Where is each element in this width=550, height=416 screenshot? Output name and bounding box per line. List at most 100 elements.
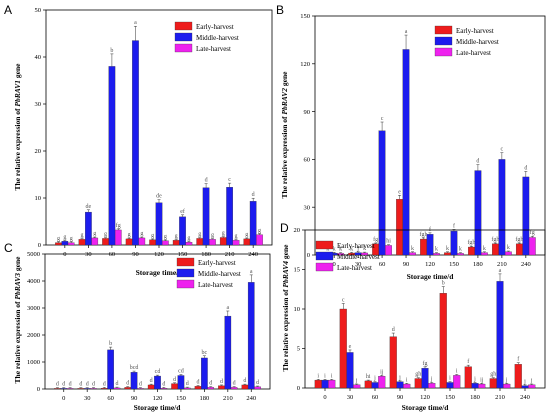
significance-letter: k bbox=[339, 247, 342, 253]
bar-late bbox=[67, 242, 75, 246]
significance-letter: g bbox=[234, 234, 237, 240]
y-tick-label: 0 bbox=[37, 386, 40, 393]
bar-early bbox=[100, 388, 108, 390]
significance-letter: fg bbox=[373, 236, 378, 243]
bar-early bbox=[468, 246, 475, 256]
bar-middle bbox=[496, 281, 504, 389]
y-axis-title-gene: PbRAV2 bbox=[280, 88, 289, 115]
legend-swatch-early bbox=[174, 21, 193, 31]
significance-letter: d bbox=[252, 192, 255, 198]
significance-letter: b bbox=[110, 48, 113, 54]
bar-late bbox=[433, 253, 440, 256]
bar-early bbox=[241, 384, 249, 390]
significance-letter: g bbox=[104, 232, 107, 238]
bar-early bbox=[389, 336, 397, 389]
bar-early bbox=[172, 240, 180, 246]
y-tick-label: 5 bbox=[297, 346, 300, 353]
x-tick-label: 0 bbox=[63, 251, 66, 258]
significance-letter: a bbox=[499, 268, 502, 274]
y-axis-title: The relative expression of PbRAV4 gene bbox=[281, 244, 290, 372]
y-tick-label: 60 bbox=[304, 157, 311, 164]
x-tick-label: 180 bbox=[200, 395, 210, 402]
significance-letter: f bbox=[429, 226, 431, 233]
y-axis-title-prefix: The relative expression of bbox=[280, 115, 289, 199]
x-axis-title: Storage time/d bbox=[134, 403, 182, 412]
y-axis-title-prefix: The relative expression of bbox=[281, 288, 290, 372]
x-tick-label: 150 bbox=[178, 251, 188, 258]
significance-letter: d bbox=[62, 382, 65, 388]
y-tick-label: 150 bbox=[300, 13, 310, 20]
significance-letter: de bbox=[86, 204, 92, 210]
significance-letter: fg bbox=[423, 360, 428, 367]
significance-letter: fgh bbox=[467, 239, 475, 246]
bar-early bbox=[514, 364, 522, 389]
y-tick-label: 15 bbox=[294, 267, 301, 274]
bar-middle bbox=[426, 234, 434, 256]
significance-letter: k bbox=[435, 247, 438, 253]
significance-letter: fgh bbox=[491, 236, 499, 243]
bar-late bbox=[90, 388, 97, 390]
significance-letter: k bbox=[507, 245, 510, 251]
significance-letter: j bbox=[523, 379, 526, 385]
bar-early bbox=[102, 238, 109, 246]
x-tick-label: 150 bbox=[449, 261, 459, 268]
legend-label: Early-harvest bbox=[337, 242, 375, 250]
bar-late bbox=[478, 383, 486, 389]
significance-letter: d bbox=[205, 178, 208, 184]
significance-letter: fgh bbox=[420, 231, 428, 238]
significance-letter: gh bbox=[415, 372, 421, 378]
bar-middle bbox=[179, 216, 186, 246]
significance-letter: k bbox=[411, 246, 414, 252]
bar-middle bbox=[60, 388, 68, 390]
x-tick-label: 60 bbox=[379, 261, 386, 268]
bar-late bbox=[256, 234, 263, 246]
y-axis-title-suffix: gene bbox=[13, 256, 22, 273]
legend-label: Late-harvest bbox=[198, 281, 233, 289]
significance-letter: g bbox=[245, 232, 248, 238]
significance-letter: k bbox=[350, 246, 353, 252]
significance-letter: f bbox=[453, 222, 455, 229]
significance-letter: gh bbox=[490, 372, 496, 378]
significance-letter: i bbox=[449, 376, 451, 382]
bar-middle bbox=[498, 159, 506, 256]
x-tick-label: 90 bbox=[132, 251, 139, 258]
y-tick-label: 0 bbox=[297, 385, 300, 392]
bar-late bbox=[409, 252, 416, 256]
significance-letter: g bbox=[57, 236, 60, 242]
x-tick-label: 240 bbox=[520, 394, 530, 401]
bar-late bbox=[528, 237, 536, 256]
bar-late bbox=[207, 387, 215, 390]
significance-letter: g bbox=[222, 231, 225, 237]
significance-letter: g bbox=[70, 236, 73, 242]
significance-letter: de bbox=[156, 194, 162, 200]
panel-letter: A bbox=[4, 3, 12, 17]
y-tick-label: 20 bbox=[294, 227, 301, 234]
significance-letter: g bbox=[140, 231, 143, 237]
significance-letter: d bbox=[103, 381, 106, 387]
significance-letter: d bbox=[162, 381, 165, 387]
significance-letter: fg bbox=[530, 229, 535, 236]
bar-middle bbox=[446, 382, 454, 389]
x-tick-label: 60 bbox=[107, 395, 114, 402]
significance-letter: j bbox=[356, 246, 359, 252]
bar-middle bbox=[402, 49, 410, 256]
significance-letter: f bbox=[517, 356, 519, 363]
bar-early bbox=[194, 386, 202, 390]
x-tick-label: 30 bbox=[84, 395, 91, 402]
significance-letter: d bbox=[197, 380, 200, 386]
y-axis-title-suffix: gene bbox=[281, 244, 290, 261]
significance-letter: i bbox=[324, 373, 326, 379]
significance-letter: j bbox=[530, 378, 533, 384]
legend-label: Late-harvest bbox=[196, 45, 231, 53]
significance-letter: i bbox=[456, 368, 458, 374]
significance-letter: d bbox=[524, 165, 527, 171]
significance-letter: c bbox=[381, 116, 384, 122]
bar-middle bbox=[450, 230, 458, 256]
x-tick-label: 150 bbox=[445, 394, 455, 401]
y-axis-title-prefix: The relative expression of bbox=[13, 107, 22, 191]
x-tick-label: 120 bbox=[153, 395, 163, 402]
bar-late bbox=[185, 242, 193, 246]
legend-label: Late-harvest bbox=[337, 264, 372, 272]
